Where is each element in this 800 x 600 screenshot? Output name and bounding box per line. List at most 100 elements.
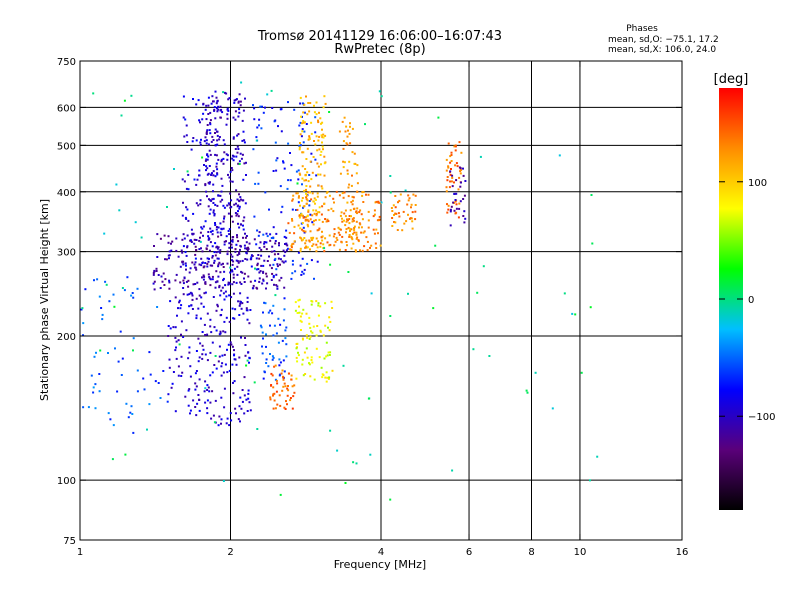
data-point — [280, 211, 283, 214]
data-point — [230, 296, 233, 299]
data-point — [321, 136, 324, 139]
data-point — [112, 293, 115, 296]
data-point — [379, 244, 382, 247]
data-point — [246, 359, 249, 362]
data-point — [223, 353, 226, 356]
data-point — [347, 271, 350, 273]
data-point — [243, 272, 246, 275]
chart-title: Tromsø 20141129 16:06:00–16:07:43 — [257, 29, 502, 44]
data-point — [414, 210, 417, 213]
chart-subtitle: RwPretec (8p) — [334, 42, 425, 57]
data-point — [273, 399, 276, 402]
data-point — [206, 384, 209, 387]
data-point — [136, 287, 139, 290]
data-point — [208, 212, 211, 215]
data-point — [209, 284, 212, 287]
data-point — [217, 246, 220, 249]
data-point — [314, 202, 316, 205]
data-point — [206, 312, 209, 315]
data-point — [265, 287, 267, 290]
data-point — [398, 215, 401, 218]
data-point — [315, 135, 318, 138]
data-point — [316, 229, 319, 232]
data-point — [306, 113, 309, 116]
data-point — [168, 366, 171, 369]
data-point — [222, 220, 225, 223]
data-point — [234, 407, 237, 410]
data-point — [221, 354, 224, 357]
data-point — [278, 242, 280, 245]
data-point — [287, 142, 290, 145]
data-point — [199, 240, 202, 243]
data-point — [318, 211, 321, 214]
data-point — [342, 196, 345, 199]
data-point — [282, 161, 285, 164]
data-point — [301, 128, 304, 131]
data-point — [290, 374, 293, 377]
data-point — [449, 170, 452, 173]
data-point — [287, 179, 290, 182]
data-point — [482, 265, 485, 268]
y-tick-label: 500 — [57, 141, 76, 152]
data-point — [288, 248, 291, 251]
data-point — [93, 279, 95, 282]
data-point — [233, 203, 236, 206]
data-point — [235, 202, 237, 205]
data-point — [302, 226, 305, 229]
data-point — [220, 234, 223, 237]
data-point — [201, 357, 204, 360]
data-point — [296, 192, 299, 195]
data-point — [355, 210, 358, 213]
data-point — [195, 350, 198, 352]
data-point — [449, 161, 452, 164]
data-point — [199, 236, 201, 239]
data-point — [337, 231, 340, 234]
data-point — [181, 251, 184, 254]
data-point — [214, 128, 217, 131]
data-point — [377, 232, 379, 235]
data-point — [292, 395, 295, 398]
data-point — [229, 341, 232, 344]
y-tick-label: 100 — [57, 476, 76, 487]
data-point — [262, 278, 265, 281]
data-point — [447, 142, 450, 145]
data-point — [219, 200, 222, 203]
data-point — [232, 292, 235, 295]
data-point — [247, 275, 250, 278]
data-point — [451, 174, 454, 177]
data-point — [350, 184, 353, 187]
data-point — [326, 241, 329, 244]
data-point — [270, 279, 273, 281]
data-point — [252, 284, 255, 287]
data-point — [255, 268, 258, 271]
data-point — [218, 355, 221, 358]
data-point — [298, 216, 301, 219]
data-point — [212, 183, 215, 186]
data-point — [318, 218, 321, 221]
data-point — [178, 301, 181, 304]
data-point — [303, 130, 306, 133]
data-point — [220, 289, 223, 292]
data-point — [279, 404, 282, 407]
data-point — [209, 153, 212, 156]
data-point — [457, 216, 460, 219]
data-point — [313, 104, 315, 107]
data-point — [324, 134, 327, 137]
data-point — [209, 181, 211, 184]
data-point — [209, 278, 212, 281]
data-point — [208, 249, 211, 252]
data-point — [321, 220, 324, 223]
data-point — [366, 249, 369, 252]
data-point — [308, 363, 311, 366]
data-point — [248, 401, 251, 404]
data-point — [348, 235, 351, 238]
data-point — [370, 244, 373, 247]
data-point — [279, 263, 281, 266]
data-point — [329, 429, 332, 432]
data-point — [241, 400, 244, 403]
data-point — [227, 173, 229, 176]
data-point — [240, 198, 242, 201]
data-point — [268, 208, 270, 211]
data-point — [315, 243, 318, 246]
data-point — [242, 312, 245, 315]
